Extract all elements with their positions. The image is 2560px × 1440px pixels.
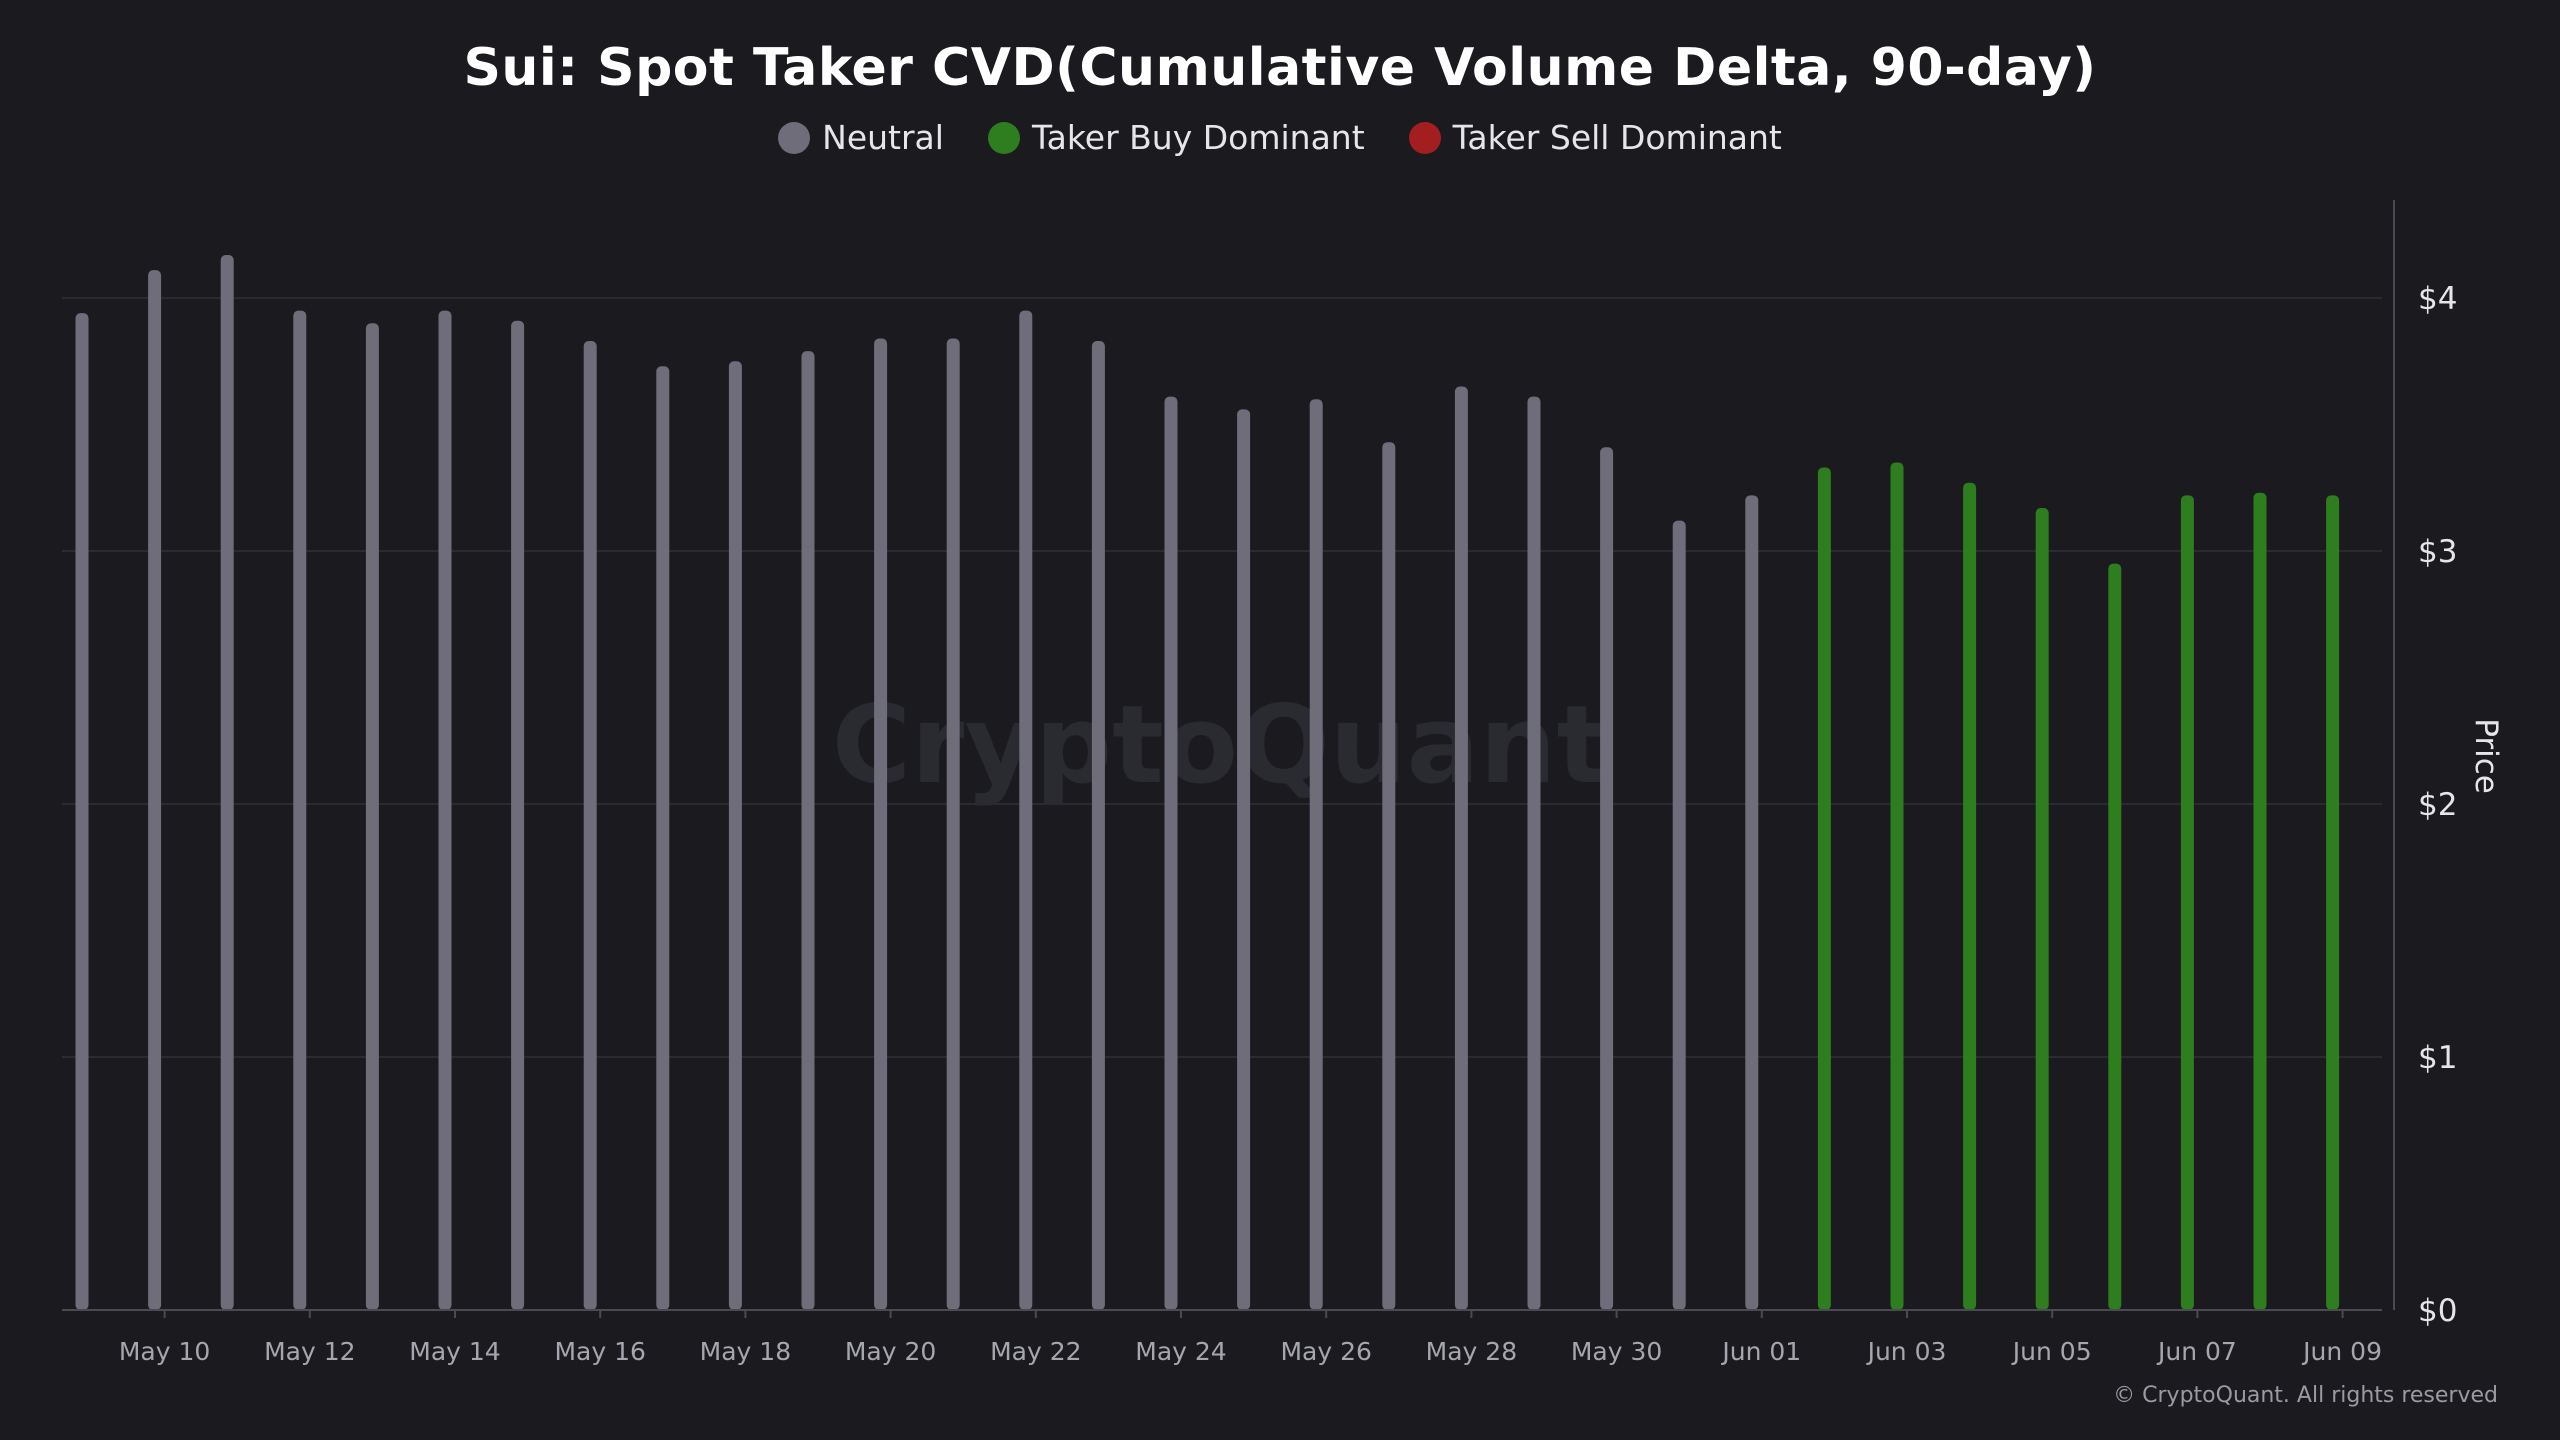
y-tick-label: $1 [2418,1040,2457,1076]
bar-may-23[interactable] [1091,341,1105,1310]
bar-may-24[interactable] [1164,396,1178,1310]
legend-dot-taker-sell-dominant [1408,121,1441,154]
bar-may-14[interactable] [438,310,452,1310]
legend-item-taker-sell-dominant[interactable]: Taker Sell Dominant [1408,118,1782,157]
legend-dot-neutral [778,121,811,154]
bar-jun-08[interactable] [2253,492,2267,1310]
y-tick-label: $2 [2418,787,2457,823]
bar-jun-02[interactable] [1817,467,1831,1310]
bar-jun-03[interactable] [1890,462,1904,1310]
x-tick-label: Jun 05 [2011,1337,2092,1366]
bar-may-19[interactable] [801,351,815,1310]
x-tick-label: May 18 [700,1337,791,1366]
x-tick-label: May 10 [119,1337,210,1366]
x-tick-label: May 28 [1426,1337,1517,1366]
bar-may-11[interactable] [220,254,234,1311]
bar-may-15[interactable] [511,320,525,1310]
grid-lines [62,297,2382,1058]
x-tick-label: May 26 [1280,1337,1371,1366]
bar-jun-05[interactable] [2035,507,2049,1310]
bar-jun-06[interactable] [2108,563,2122,1310]
legend-label-taker-buy-dominant: Taker Buy Dominant [1031,118,1365,157]
bar-may-12[interactable] [293,310,307,1310]
bar-may-30[interactable] [1600,447,1614,1310]
x-tick-label: Jun 03 [1866,1337,1947,1366]
bar-may-21[interactable] [946,338,960,1311]
bar-may-16[interactable] [583,341,597,1310]
bar-jun-09[interactable] [2326,495,2340,1311]
bar-may-28[interactable] [1454,386,1468,1310]
bar-may-20[interactable] [874,338,888,1311]
bar-jun-01[interactable] [1745,495,1759,1311]
bar-may-26[interactable] [1309,399,1323,1310]
bar-jun-04[interactable] [1963,482,1977,1310]
x-tick-label: May 24 [1135,1337,1226,1366]
bar-may-13[interactable] [365,323,379,1310]
bar-may-22[interactable] [1019,310,1033,1310]
bar-may-27[interactable] [1382,442,1396,1311]
legend-item-taker-buy-dominant[interactable]: Taker Buy Dominant [987,118,1365,157]
chart-legend: Neutral Taker Buy Dominant Taker Sell Do… [0,118,2560,157]
bar-may-09[interactable] [75,313,89,1310]
x-tick-label: May 20 [845,1337,936,1366]
y-tick-label: $0 [2418,1293,2457,1329]
legend-label-neutral: Neutral [822,118,944,157]
bar-jun-07[interactable] [2180,495,2194,1311]
x-tick-label: Jun 07 [2156,1337,2237,1366]
x-tick-label: May 30 [1571,1337,1662,1366]
y-tick-label: $3 [2418,534,2457,570]
bar-series [75,254,2340,1311]
bar-may-18[interactable] [728,361,742,1310]
x-tick-label: May 22 [990,1337,1081,1366]
x-tick-label: Jun 01 [1720,1337,1801,1366]
bar-may-25[interactable] [1237,409,1251,1310]
y-axis-title: Price [2468,718,2504,794]
watermark-text: CryptoQuant [832,683,1608,808]
bar-may-17[interactable] [656,366,670,1310]
bar-may-29[interactable] [1527,396,1541,1310]
copyright-footer: © CryptoQuant. All rights reserved [2113,1383,2498,1408]
legend-item-neutral[interactable]: Neutral [778,118,944,157]
x-tick-label: May 14 [409,1337,500,1366]
chart-title: Sui: Spot Taker CVD(Cumulative Volume De… [463,38,2097,98]
y-tick-label: $4 [2418,281,2457,317]
y-axis-ticks: $0 $1 $2 $3 $4 [2418,281,2457,1329]
axes [62,200,2395,1311]
x-tick-label: Jun 09 [2301,1337,2382,1366]
x-tick-label: May 16 [554,1337,645,1366]
x-tick-label: May 12 [264,1337,355,1366]
bar-may-10[interactable] [148,270,162,1310]
x-axis-ticks: May 10 May 12 May 14 May 16 May 18 May 20 May … [119,1310,2382,1366]
bar-may-31[interactable] [1672,520,1686,1310]
legend-label-taker-sell-dominant: Taker Sell Dominant [1452,118,1782,157]
legend-dot-taker-buy-dominant [987,121,1020,154]
